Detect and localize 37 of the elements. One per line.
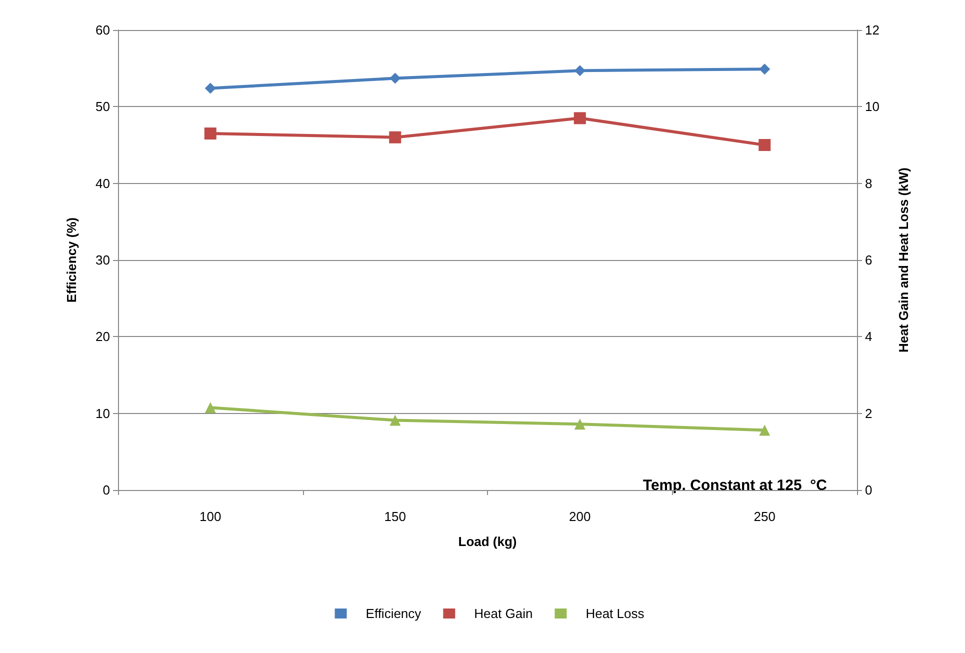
point: [759, 424, 770, 436]
point: [389, 131, 402, 144]
point: [574, 418, 586, 430]
y2-tick-label: 8: [865, 176, 872, 191]
legend-label: Heat Loss: [586, 606, 645, 621]
legend-label: Efficiency: [366, 606, 422, 621]
y-tick-label: 40: [96, 176, 110, 191]
point: [204, 128, 216, 140]
point: [574, 65, 586, 76]
y-tick-label: 0: [102, 482, 110, 498]
y2-tick-label: 12: [865, 22, 880, 38]
x-tick-label: 150: [384, 509, 406, 524]
point: [758, 139, 771, 151]
point: [204, 402, 216, 414]
y-tick-label: 50: [96, 99, 110, 114]
y-tick-label: 60: [96, 22, 110, 38]
point: [390, 72, 401, 84]
legend-label: Heat Gain: [474, 606, 533, 621]
point: [574, 112, 586, 124]
y-tick-label: 20: [96, 329, 110, 344]
point: [759, 64, 770, 75]
x-axis-title: Load (kg): [458, 534, 517, 549]
annotation: Temp. Constant at 125 °C: [642, 477, 828, 494]
y2-tick-label: 10: [865, 99, 880, 114]
point: [204, 82, 216, 94]
y-tick-label: 30: [96, 252, 110, 268]
point: [390, 414, 401, 426]
x-tick-label: 250: [754, 509, 776, 524]
y-axis-title: Efficiency (%): [64, 217, 79, 303]
x-tick-label: 200: [569, 509, 591, 524]
x-tick-label: 100: [200, 509, 222, 524]
y2-tick-label: 4: [865, 329, 872, 344]
y-tick-label: 10: [96, 406, 110, 421]
y2-tick-label: 0: [865, 482, 872, 498]
y2-axis-title: Heat Gain and Heat Loss (kW): [896, 168, 911, 352]
y2-tick-label: 6: [865, 252, 872, 268]
y2-tick-label: 2: [865, 406, 872, 421]
